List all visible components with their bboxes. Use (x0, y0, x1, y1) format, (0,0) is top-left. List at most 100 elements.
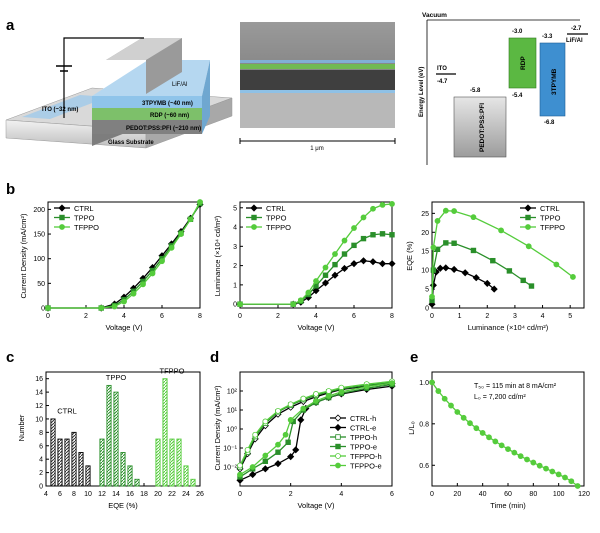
eqe-point-CTRL (483, 279, 491, 287)
hist-bar-TFPPO (169, 438, 175, 487)
eqe-ytick-label: 25 (421, 211, 429, 218)
hist-group-label-CTRL: CTRL (57, 407, 77, 416)
hist-ytick-label: 8 (39, 430, 43, 437)
rdp-box (508, 37, 537, 89)
hist-bar-CTRL (78, 452, 84, 487)
panel-label-d: d (210, 349, 219, 366)
life-point-TFPPO (454, 409, 461, 415)
hist-ytick-label: 6 (39, 443, 43, 450)
label-3tpymb: 3TPYMB (~40 nm) (142, 101, 193, 107)
eqe-point-TPPO (520, 277, 526, 284)
lv-ylabel: Luminance (×10⁴ cd/m²) (213, 215, 222, 296)
jv-xtick-label: 6 (160, 313, 164, 320)
jv-point-TFPPO (111, 303, 118, 310)
life-xtick-label: 120 (578, 491, 590, 498)
jvlog-point-TFPPO-e (363, 383, 370, 390)
eqe-legend-label-TFPPO: TFPPO (540, 223, 565, 232)
eqe-legend-label-CTRL: CTRL (540, 204, 560, 213)
lv-xtick-label: 6 (352, 313, 356, 320)
life-annotation-l0: L₀ = 7,200 cd/m² (474, 394, 526, 401)
tpymb-bottom: -6.8 (544, 120, 555, 126)
jvlog-ytick-label: 10⁻² (223, 465, 237, 472)
lv-point-CTRL (378, 260, 387, 268)
hist-xtick-label: 6 (58, 491, 62, 498)
eqe-ytick-label: 20 (421, 230, 429, 237)
jvlog-point-TFPPO-h (300, 395, 307, 402)
jv-point-TFPPO (197, 199, 203, 205)
hist-bar-TPPO (134, 478, 140, 487)
jv-legend-label-CTRL: CTRL (74, 204, 94, 213)
life-point-TFPPO (448, 402, 454, 409)
hist-xtick-label: 14 (112, 491, 120, 498)
lifal-value: -2.7 (571, 26, 582, 32)
lv-xtick-label: 8 (390, 313, 394, 320)
lv-point-TPPO (360, 235, 367, 242)
hist-bar-CTRL (85, 465, 91, 487)
jv-point-TFPPO (121, 298, 127, 305)
hist-bar-CTRL (50, 418, 56, 487)
lv-legend-label-CTRL: CTRL (266, 204, 286, 213)
lv-point-TFPPO (290, 301, 297, 308)
jv-legend-marker (59, 214, 65, 221)
eqe-ytick-label: 15 (421, 249, 429, 256)
jv-xlabel: Voltage (V) (105, 323, 143, 332)
jv-point-TFPPO (140, 281, 146, 288)
lv-legend-marker (251, 224, 257, 230)
hist-ytick-label: 14 (35, 390, 43, 397)
label-glass: Glass Substrate (108, 140, 154, 146)
life-xtick-label: 80 (529, 491, 537, 498)
life-point-TFPPO (517, 453, 524, 460)
jv-point-TFPPO (98, 305, 105, 311)
eqe-point-TFPPO (434, 218, 441, 224)
lv-xtick-label: 0 (238, 313, 242, 320)
jvlog-legend-marker (334, 414, 342, 422)
eqe-point-TFPPO (470, 214, 477, 221)
hist-bar-TPPO (127, 465, 133, 487)
hist-bar-TPPO (106, 384, 112, 487)
lv-legend-marker (251, 214, 257, 221)
hist-xtick-label: 8 (72, 491, 76, 498)
hist-bar-TPPO (99, 438, 105, 487)
jv-ytick-label: 150 (33, 232, 45, 239)
hist-bar-TFPPO (162, 378, 168, 487)
life-xlabel: Time (min) (490, 501, 526, 510)
jvlog-point-TFPPO-e (282, 431, 289, 438)
lv-point-CTRL (331, 271, 339, 279)
jv-ytick-label: 200 (33, 207, 45, 214)
jvlog-point-TFPPO-e (389, 380, 395, 387)
life-point-TFPPO (486, 434, 492, 441)
life-point-TFPPO (441, 395, 448, 402)
lv-point-TFPPO (351, 225, 357, 231)
jv-line-CTRL (48, 204, 201, 309)
rdp-name: RDP (520, 56, 527, 70)
eqe-ytick-label: 0 (425, 306, 429, 313)
tpymb-name: 3TPYMB (551, 68, 558, 95)
lv-xtick-label: 4 (314, 313, 318, 320)
life-point-TFPPO (498, 442, 505, 449)
jvlog-legend-label-CTRL-e: CTRL-e (350, 423, 376, 432)
life-ylabel: L/L₀ (407, 421, 416, 435)
life-point-TFPPO (543, 465, 549, 472)
life-xtick-label: 60 (504, 491, 512, 498)
hist-ytick-label: 12 (35, 403, 43, 410)
jvlog-point-TFPPO-e (338, 388, 345, 395)
hist-ytick-label: 0 (39, 484, 43, 491)
eqe-point-TFPPO (570, 274, 576, 280)
eqe-point-CTRL (450, 265, 458, 273)
hist-xtick-label: 26 (196, 491, 204, 498)
jvlog-point-CTRL-e (292, 446, 300, 454)
life-point-TFPPO (460, 414, 467, 421)
eqe-xlabel: Luminance (×10⁴ cd/m²) (468, 323, 549, 332)
life-point-TFPPO (530, 459, 537, 466)
life-point-TFPPO (511, 449, 518, 456)
life-xtick-label: 100 (553, 491, 565, 498)
lv-ytick-label: 5 (233, 205, 237, 212)
label-lifal: LiF/Al (172, 82, 187, 88)
life-ytick-label: 1.0 (419, 380, 429, 387)
jv-xtick-label: 4 (122, 313, 126, 320)
hist-xtick-label: 4 (44, 491, 48, 498)
jvlog-legend-label-TPPO-e: TPPO-e (350, 442, 377, 451)
jvlog-legend-label-TFPPO-h: TFPPO-h (350, 452, 382, 461)
jvlog-ytick-label: 10⁰ (226, 426, 237, 434)
